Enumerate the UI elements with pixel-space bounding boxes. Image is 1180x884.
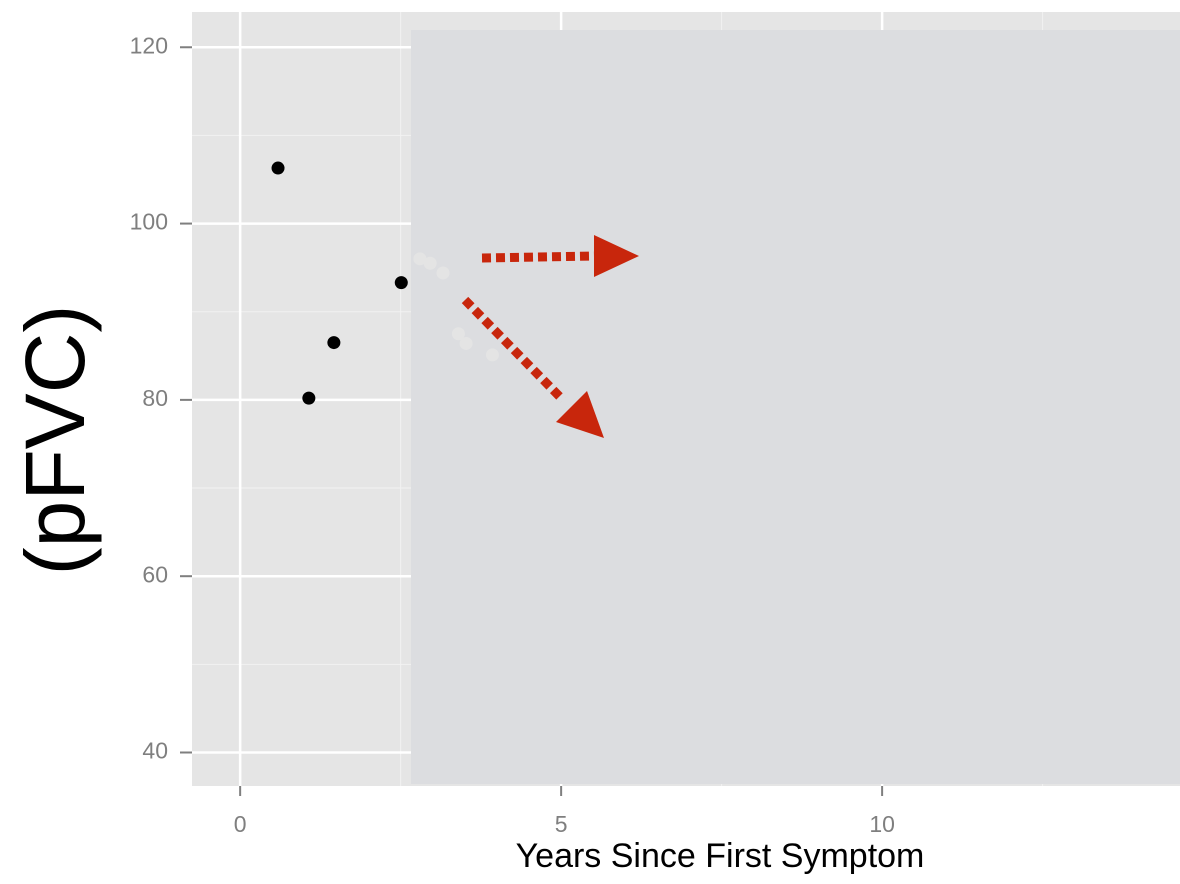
- data-point: [485, 348, 499, 362]
- data-point: [413, 252, 427, 266]
- y-tick-label: 60: [142, 561, 168, 587]
- x-tick-label: 10: [869, 811, 895, 837]
- data-point: [436, 266, 450, 280]
- data-point: [451, 327, 465, 341]
- x-axis-label: Years Since First Symptom: [516, 837, 925, 875]
- data-point: [423, 256, 437, 270]
- y-axis-label: (pFVC): [8, 305, 102, 576]
- x-tick-label: 0: [234, 811, 247, 837]
- y-tick-label: 120: [130, 32, 168, 58]
- data-point: [327, 336, 341, 350]
- overlay-panel: [411, 30, 1180, 784]
- arrow-head: [594, 235, 639, 277]
- data-point: [459, 336, 473, 350]
- y-tick-label: 80: [142, 385, 168, 411]
- data-point: [394, 276, 408, 290]
- x-tick-label: 5: [555, 811, 568, 837]
- arrow-head: [556, 391, 604, 438]
- y-tick-label: 100: [130, 209, 168, 235]
- y-tick-label: 40: [142, 738, 168, 764]
- data-point: [271, 161, 285, 175]
- data-point: [302, 391, 316, 405]
- arrow-shaft: [461, 296, 567, 404]
- arrow-shaft: [481, 251, 597, 263]
